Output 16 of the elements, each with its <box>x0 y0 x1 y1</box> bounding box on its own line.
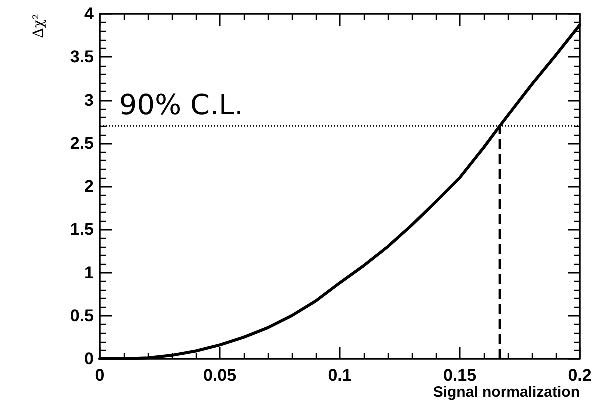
x-tick-label: 0.05 <box>203 366 237 385</box>
x-tick-label: 0.1 <box>328 366 352 385</box>
y-tick-label: 3.5 <box>70 48 94 67</box>
x-tick-label: 0.15 <box>443 366 477 385</box>
y-axis-title: Δχ² <box>31 14 47 38</box>
y-tick-label: 2 <box>84 177 94 196</box>
y-tick-label: 0.5 <box>70 306 94 326</box>
y-tick-label: 1.5 <box>70 220 94 240</box>
y-tick-label: 1 <box>84 263 94 282</box>
ref-line-label: 90% C.L. <box>119 88 244 122</box>
y-tick-label: 0 <box>84 350 94 368</box>
y-tick-label: 4 <box>84 4 95 24</box>
y-tick-label: 3 <box>84 90 94 110</box>
y-tick-label: 2.5 <box>70 134 94 153</box>
x-axis-title: Signal normalization <box>433 384 580 401</box>
x-tick-label: 0.2 <box>568 366 592 385</box>
